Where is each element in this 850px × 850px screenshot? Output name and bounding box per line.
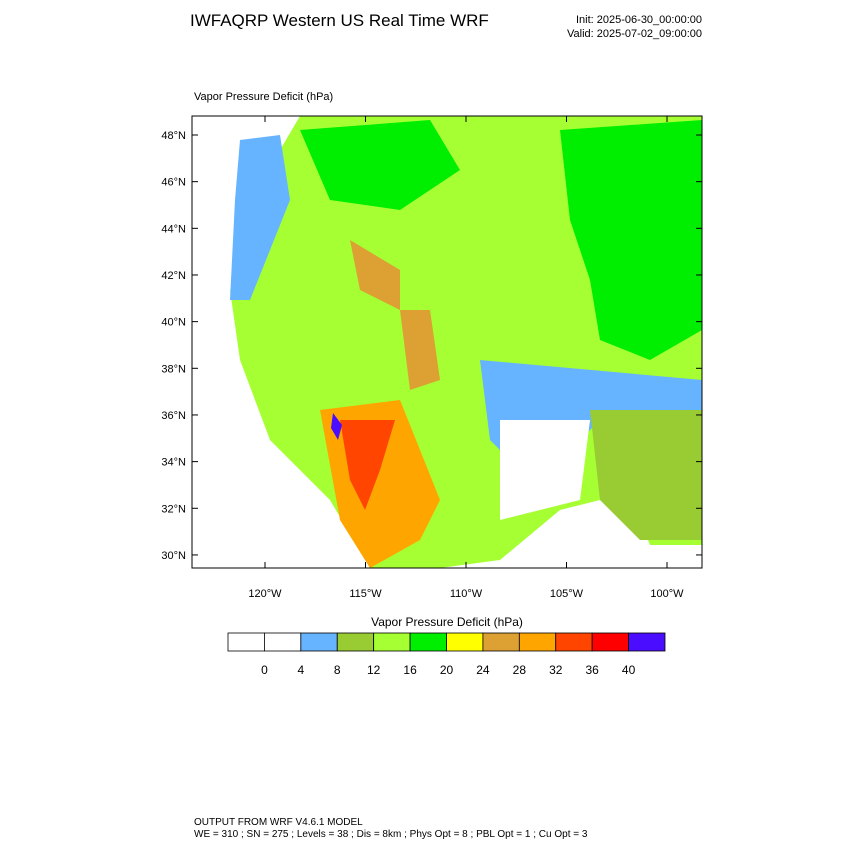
- footer-line: WE = 310 ; SN = 275 ; Levels = 38 ; Dis …: [194, 829, 588, 840]
- lat-label: 34°N: [161, 457, 186, 469]
- lat-label: 32°N: [161, 503, 186, 515]
- lat-label: 46°N: [161, 177, 186, 189]
- lon-label: 120°W: [248, 588, 282, 600]
- colorbar-label: 0: [261, 663, 268, 677]
- lat-label: 36°N: [161, 410, 186, 422]
- colorbar-box: [264, 632, 302, 652]
- colorbar-label: 20: [440, 663, 454, 677]
- colorbar-box: [227, 632, 265, 652]
- lat-label: 44°N: [161, 223, 186, 235]
- lat-label: 42°N: [161, 270, 186, 282]
- colorbar-box: [336, 632, 375, 652]
- colorbar-label: 8: [334, 663, 341, 677]
- map-field: [192, 116, 702, 568]
- colorbar-box: [373, 632, 411, 652]
- colorbar-title: Vapor Pressure Deficit (hPa): [371, 615, 523, 629]
- colorbar-box: [300, 632, 338, 652]
- colorbar-box: [409, 632, 447, 652]
- colorbar-box: [446, 632, 484, 652]
- colorbar-box: [518, 632, 557, 652]
- colorbar-label: 28: [513, 663, 527, 677]
- colorbar-label: 12: [367, 663, 381, 677]
- colorbar-label: 4: [297, 663, 304, 677]
- lat-label: 30°N: [161, 550, 186, 562]
- lat-label: 48°N: [161, 130, 186, 142]
- colorbar-label: 32: [549, 663, 563, 677]
- colorbar-label: 16: [403, 663, 417, 677]
- colorbar-label: 40: [622, 663, 636, 677]
- map-frame: [191, 115, 703, 569]
- init-time: Init: 2025-06-30_00:00:00: [576, 14, 702, 26]
- colorbar-label: 24: [476, 663, 490, 677]
- lat-label: 40°N: [161, 317, 186, 329]
- lon-label: 115°W: [349, 588, 382, 600]
- colorbar-box: [555, 632, 593, 652]
- lon-label: 105°W: [550, 588, 584, 600]
- colorbar-box: [482, 632, 520, 652]
- lat-label: 38°N: [161, 363, 186, 375]
- lon-label: 110°W: [450, 588, 483, 600]
- colorbar-box: [591, 632, 629, 652]
- colorbar-box: [628, 632, 666, 652]
- colorbar-label: 36: [585, 663, 599, 677]
- lon-label: 100°W: [650, 588, 684, 600]
- map-title: Vapor Pressure Deficit (hPa): [194, 91, 333, 103]
- footer-line: OUTPUT FROM WRF V4.6.1 MODEL: [194, 817, 363, 828]
- valid-time: Valid: 2025-07-02_09:00:00: [567, 28, 702, 40]
- title: IWFAQRP Western US Real Time WRF: [190, 11, 489, 30]
